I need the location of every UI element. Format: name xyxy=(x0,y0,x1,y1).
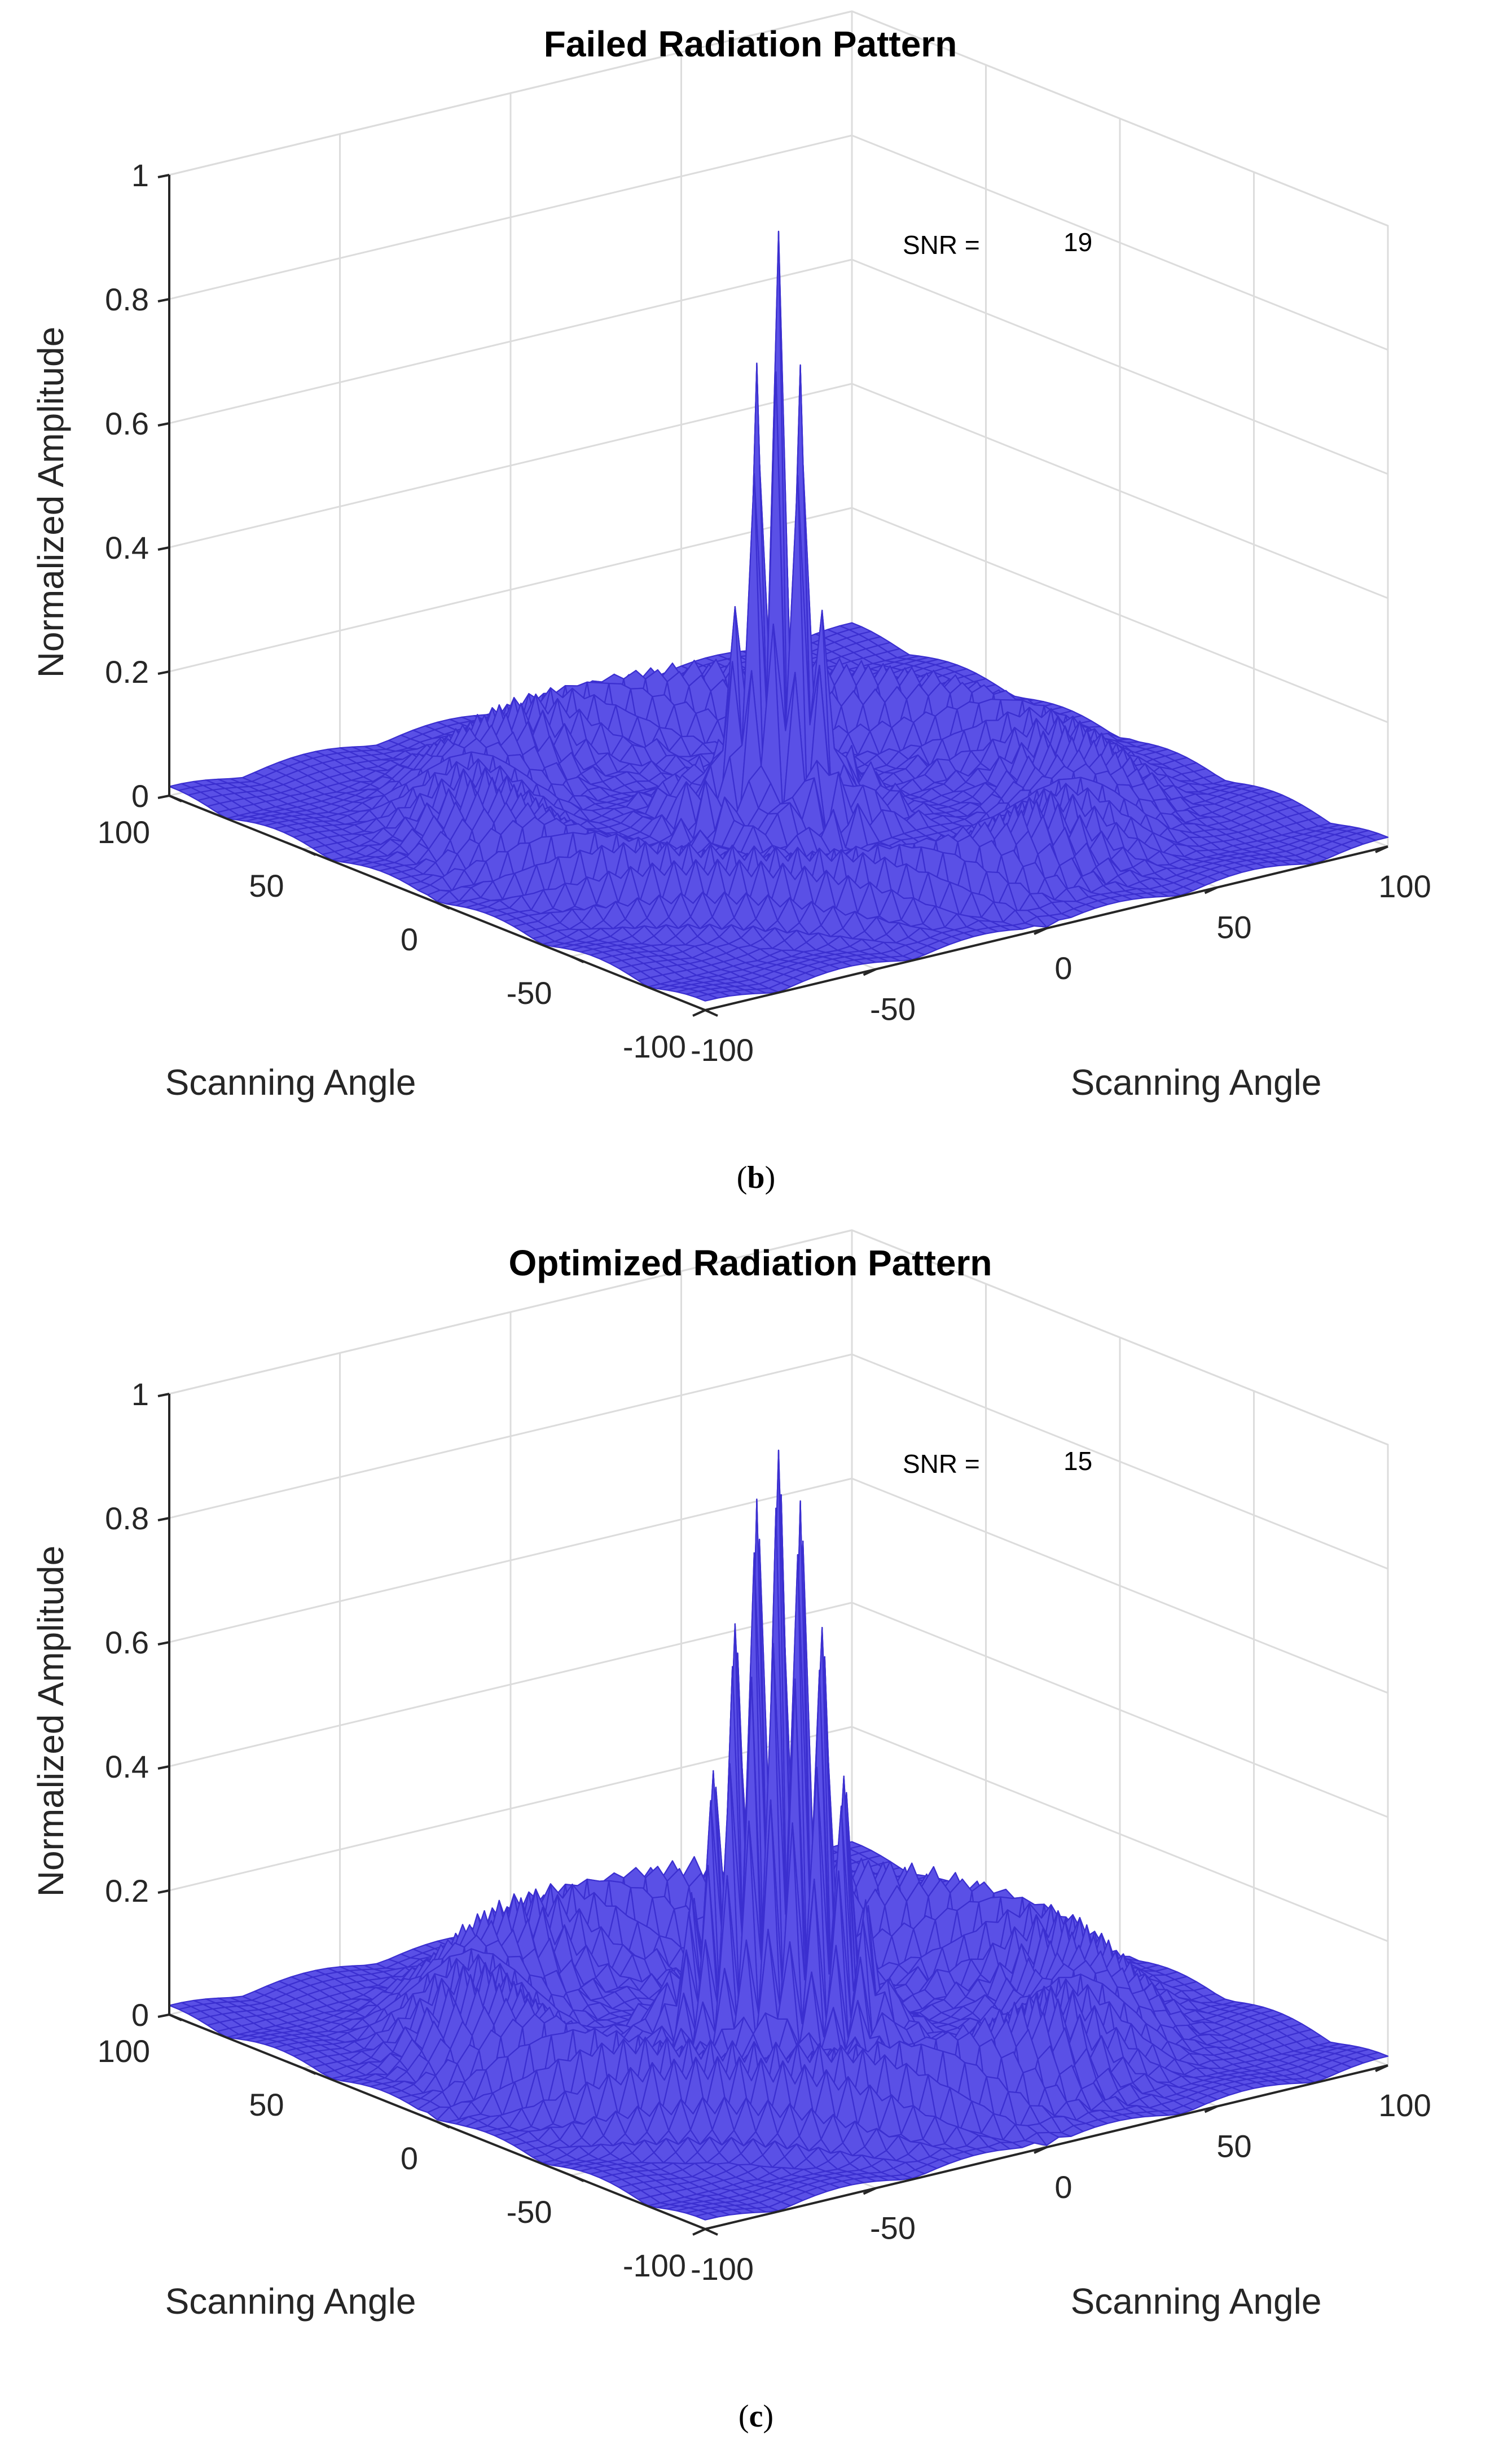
failed-pattern-chart: 0 0.2 0.4 0.6 0.8 1 -100 -50 0 50 100 -100 -50 0 50 100… xyxy=(30,10,1431,1103)
z-tick xyxy=(157,670,170,675)
y-tick-label: -100 xyxy=(623,1029,686,1064)
z-tick xyxy=(157,795,170,799)
optimized-pattern-chart: 00.20.40.60.81-100-50050100-100-50050100… xyxy=(30,1229,1431,2322)
z-tick-label: 1 xyxy=(131,157,149,193)
z-tick xyxy=(157,298,170,302)
z-tick-label: 0.6 xyxy=(105,406,149,441)
snr-value: 19 xyxy=(1063,227,1092,257)
x-tick-label: 100 xyxy=(1378,868,1431,904)
x-tick xyxy=(1375,845,1388,853)
tick-labels: 0 0.2 0.4 0.6 0.8 1 -100 -50 0 50 100 -100 -50 0 50 100 xyxy=(98,157,1431,1068)
z-tick-label: 0.4 xyxy=(105,530,149,565)
x-tick-label: 0 xyxy=(1054,950,1072,986)
z-tick-label: 0 xyxy=(131,778,149,814)
y-tick xyxy=(302,848,317,856)
y-tick xyxy=(437,902,450,910)
z-tick-label: 0.2 xyxy=(105,654,149,690)
y-tick-label: 100 xyxy=(98,814,150,850)
snr-label: SNR = xyxy=(903,230,980,260)
z-axis-label: Normalized Amplitude xyxy=(30,327,71,678)
x-tick xyxy=(1034,927,1047,935)
figure-c: 0 0.2 0.4 0.6 0.8 1 -100 -50 0 50 100 -100 -50 0 50 100… xyxy=(0,1219,1512,2448)
surface-patch xyxy=(695,993,718,1002)
z-tick-label: 0.8 xyxy=(105,282,149,317)
x-tick-label: -100 xyxy=(691,1032,754,1068)
caption-b: (b) xyxy=(736,1160,776,1195)
z-tick xyxy=(157,174,170,178)
x-tick-label: 50 xyxy=(1216,910,1251,945)
y-tick-label: 50 xyxy=(249,868,284,903)
y-axis-label: Scanning Angle xyxy=(165,1062,416,1103)
y-tick xyxy=(570,955,584,963)
y-tick-label: -50 xyxy=(507,975,552,1011)
figure-b: 0 0.2 0.4 0.6 0.8 1 -100 -50 0 50 100 -100 -50 0 50 100… xyxy=(0,0,1512,1219)
x-axis-label: Scanning Angle xyxy=(1071,1062,1322,1103)
axes xyxy=(157,174,1388,1017)
x-tick xyxy=(692,1009,706,1017)
y-tick-label: 0 xyxy=(401,922,418,957)
chart-title: Failed Radiation Pattern xyxy=(544,24,957,64)
z-tick xyxy=(157,546,170,551)
z-tick xyxy=(157,422,170,427)
surface xyxy=(168,230,1389,1002)
x-tick xyxy=(1204,886,1218,894)
x-tick-label: -50 xyxy=(870,992,916,1027)
surface xyxy=(168,1449,1389,2221)
y-tick xyxy=(169,795,182,802)
x-tick xyxy=(863,968,877,976)
y-tick xyxy=(705,1009,718,1017)
